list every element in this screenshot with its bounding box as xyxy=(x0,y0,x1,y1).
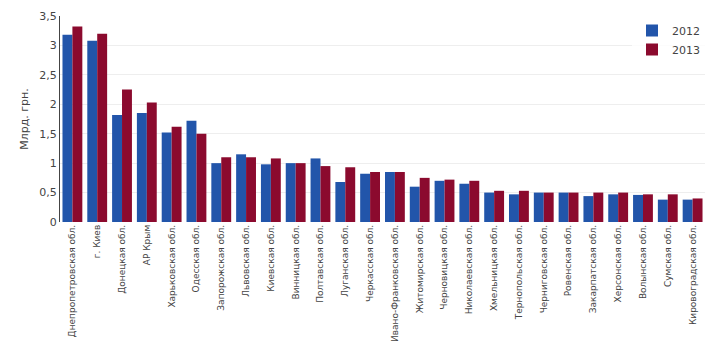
svg-text:Винницкая обл.: Винницкая обл. xyxy=(291,225,301,300)
svg-text:Ровенская обл.: Ровенская обл. xyxy=(563,225,573,297)
svg-text:Луганская обл.: Луганская обл. xyxy=(340,225,350,297)
svg-text:2012: 2012 xyxy=(672,25,700,38)
svg-text:Харьковская обл.: Харьковская обл. xyxy=(167,225,177,308)
svg-text:Киевская обл.: Киевская обл. xyxy=(266,225,276,292)
svg-text:0: 0 xyxy=(50,216,57,229)
svg-text:Черниговская обл.: Черниговская обл. xyxy=(539,225,549,314)
svg-text:АР Крым: АР Крым xyxy=(142,225,152,265)
svg-text:Сумская обл.: Сумская обл. xyxy=(663,225,673,287)
svg-text:Черкасская обл.: Черкасская обл. xyxy=(365,225,375,302)
svg-text:3: 3 xyxy=(50,39,57,52)
svg-text:Млрд. грн.: Млрд. грн. xyxy=(18,88,31,150)
svg-text:Кировоградская обл.: Кировоградская обл. xyxy=(688,225,698,325)
svg-text:Николаевская обл.: Николаевская обл. xyxy=(464,225,474,315)
svg-text:Львовская обл.: Львовская обл. xyxy=(241,225,251,297)
svg-text:2013: 2013 xyxy=(672,44,700,57)
svg-text:Запорожская обл.: Запорожская обл. xyxy=(216,225,226,311)
svg-text:Житомирская обл.: Житомирская обл. xyxy=(415,225,425,313)
svg-text:Тернопольская обл.: Тернопольская обл. xyxy=(514,225,524,320)
svg-text:Одесская обл.: Одесская обл. xyxy=(191,225,201,293)
svg-text:2: 2 xyxy=(50,98,57,111)
svg-text:1: 1 xyxy=(50,157,57,170)
svg-text:1,5: 1,5 xyxy=(39,128,57,141)
svg-text:Волынская обл.: Волынская обл. xyxy=(638,225,648,299)
svg-text:Донецкая обл.: Донецкая обл. xyxy=(117,225,127,294)
svg-text:3,5: 3,5 xyxy=(39,10,57,23)
svg-text:2,5: 2,5 xyxy=(39,69,57,82)
svg-text:Ивано-Франковская обл.: Ивано-Франковская обл. xyxy=(390,225,400,342)
svg-text:Черновицкая обл.: Черновицкая обл. xyxy=(439,225,449,310)
svg-text:Херсонская обл.: Херсонская обл. xyxy=(613,225,623,303)
svg-text:Хмельницкая обл.: Хмельницкая обл. xyxy=(489,225,499,311)
svg-text:Днепропетровская обл.: Днепропетровская обл. xyxy=(67,225,77,338)
svg-text:г. Киев: г. Киев xyxy=(92,225,102,259)
svg-text:Закарпатская обл.: Закарпатская обл. xyxy=(588,225,598,313)
svg-text:Полтавская обл.: Полтавская обл. xyxy=(315,225,325,303)
svg-text:0,5: 0,5 xyxy=(39,186,57,199)
